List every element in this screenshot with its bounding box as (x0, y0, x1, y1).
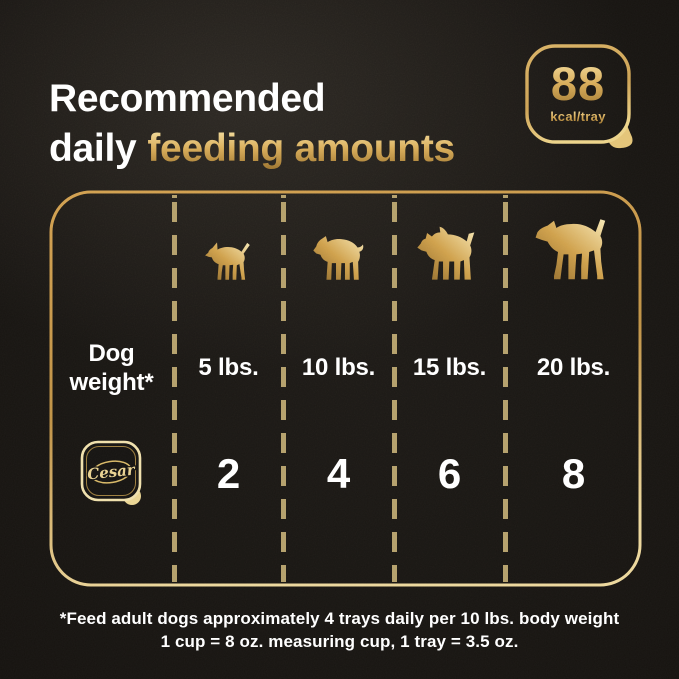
table-cell (174, 190, 283, 318)
table-cell: Dog weight* (49, 318, 174, 406)
table-cell: Cesar (49, 406, 174, 587)
table-cell (394, 190, 505, 318)
dog-weight-label: Dog weight* (69, 340, 154, 396)
table-cell (505, 190, 642, 318)
fox-terrier-icon (535, 219, 605, 280)
weight-label: 5 lbs. (198, 354, 259, 381)
tray-count: 8 (561, 450, 586, 497)
kcal-value: 88 (524, 56, 632, 111)
tray-count: 2 (216, 450, 241, 497)
page-title: Recommended daily feeding amounts (49, 74, 455, 174)
chihuahua-icon (204, 242, 250, 280)
title-daily: daily (49, 127, 137, 171)
footnote: *Feed adult dogs approximately 4 trays d… (0, 607, 679, 653)
kcal-badge: 88 kcal/tray (524, 43, 638, 151)
weight-label: 10 lbs. (301, 354, 376, 381)
footnote-line-2: 1 cup = 8 oz. measuring cup, 1 tray = 3.… (160, 632, 519, 651)
corner-cell (49, 190, 174, 318)
cesar-tray-logo: Cesar (80, 440, 141, 505)
feeding-table: Dog weight* 5 lbs. 10 lbs. 15 lbs. 20 lb… (49, 190, 642, 587)
weight-label: 20 lbs. (536, 354, 611, 381)
kcal-unit: kcal/tray (524, 109, 632, 124)
westie-icon (416, 226, 474, 280)
pug-icon (312, 236, 363, 280)
title-feeding-amounts: feeding amounts (147, 127, 455, 171)
tray-count: 6 (437, 450, 462, 497)
table-cell (283, 190, 394, 318)
tray-count: 4 (326, 450, 351, 497)
weight-label: 15 lbs. (412, 354, 487, 381)
footnote-line-1: *Feed adult dogs approximately 4 trays d… (59, 609, 620, 628)
title-line-1: Recommended (49, 77, 326, 121)
